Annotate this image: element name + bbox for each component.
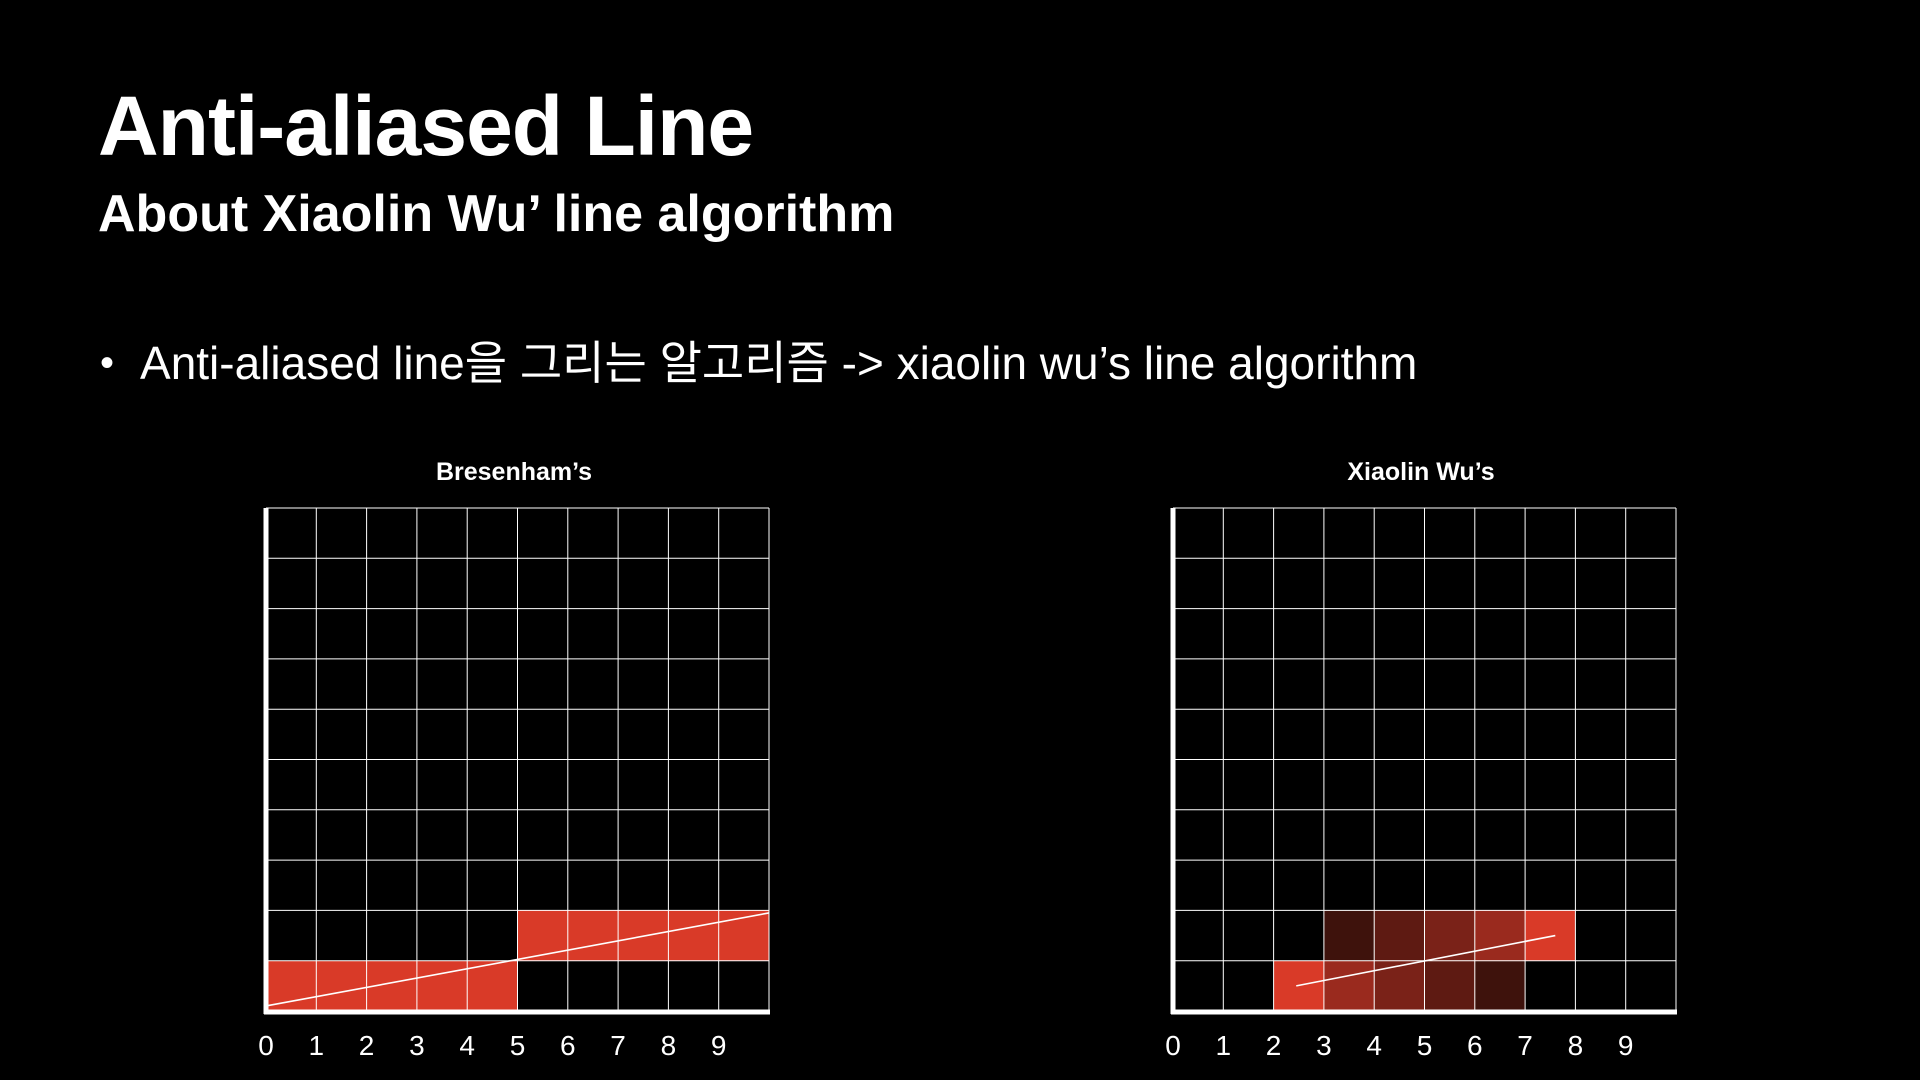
x-tick-label: 1 [309, 1030, 325, 1061]
bresenham-panel-title: Bresenham’s [435, 458, 593, 486]
x-tick-label: 2 [1266, 1030, 1282, 1061]
slide-title: Anti-aliased Line [98, 79, 754, 173]
pixel-cell [416, 960, 468, 1011]
pixel-cell [316, 960, 367, 1011]
pixel-cell [467, 960, 518, 1011]
x-tick-label: 7 [610, 1030, 626, 1061]
xiaolin-wu-panel: Xiaolin Wu’s 0 1 2 3 4 5 6 7 8 9 [1165, 460, 1705, 1070]
x-tick-label: 2 [359, 1030, 375, 1061]
pixel-cell [1323, 960, 1375, 1011]
pixel-cell [1474, 910, 1526, 961]
x-tick-label: 9 [1618, 1030, 1634, 1061]
x-tick-label: 5 [510, 1030, 526, 1061]
pixel-cell [1323, 910, 1375, 961]
x-tick-label: 7 [1517, 1030, 1533, 1061]
pixel-cell [668, 910, 719, 961]
x-tick-label: 4 [1366, 1030, 1382, 1061]
slide-subtitle: About Xiaolin Wu’ line algorithm [98, 185, 895, 243]
pixel-cell [718, 910, 769, 961]
x-tick-label: 4 [459, 1030, 475, 1061]
pixel-cell [1424, 960, 1475, 1011]
x-tick-label: 5 [1417, 1030, 1433, 1061]
pixel-cell [1374, 960, 1425, 1011]
pixel-cell [1525, 910, 1576, 961]
x-tick-label: 0 [1165, 1030, 1181, 1061]
bullet-text: Anti-aliased line을 그리는 알고리즘 -> xiaolin w… [140, 337, 1418, 389]
pixel-cell [1474, 960, 1526, 1011]
xiaolin-wu-panel-title: Xiaolin Wu’s [1347, 458, 1495, 486]
x-tick-label: 1 [1216, 1030, 1232, 1061]
bresenham-grid: 0 1 2 3 4 5 6 7 8 9 [258, 507, 770, 1061]
bresenham-panel: Bresenham’s 0 1 2 3 4 5 6 7 8 9 [258, 460, 798, 1070]
ideal-line [1296, 934, 1556, 987]
pixel-cell [567, 910, 619, 961]
x-tick-label: 6 [560, 1030, 576, 1061]
pixel-cell [1374, 910, 1425, 961]
x-tick-label: 9 [711, 1030, 727, 1061]
x-tick-label: 8 [661, 1030, 677, 1061]
bullet-item: • Anti-aliased line을 그리는 알고리즘 -> xiaolin… [100, 340, 1417, 386]
x-tick-label: 6 [1467, 1030, 1483, 1061]
pixel-cell [266, 960, 317, 1011]
ideal-line [265, 912, 770, 1007]
x-tick-label: 3 [1316, 1030, 1332, 1061]
x-tick-label: 0 [258, 1030, 274, 1061]
x-tick-label: 8 [1568, 1030, 1584, 1061]
x-tick-label: 3 [409, 1030, 425, 1061]
bullet-dot-icon: • [100, 341, 115, 385]
pixel-cell [517, 910, 568, 961]
xiaolin-wu-grid: 0 1 2 3 4 5 6 7 8 9 [1165, 507, 1677, 1061]
